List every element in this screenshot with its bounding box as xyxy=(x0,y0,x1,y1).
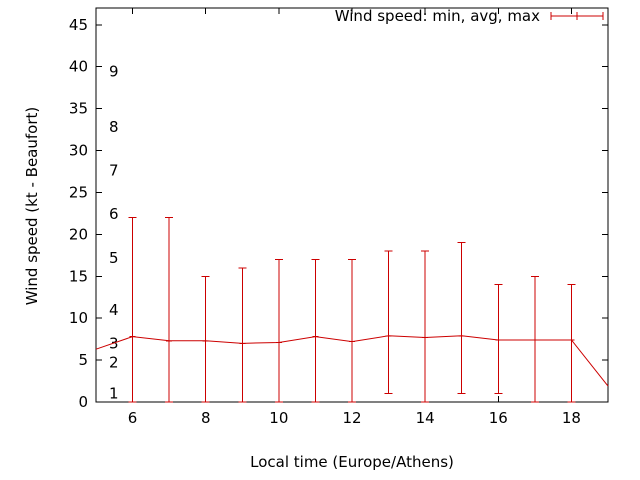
y-tick-label: 35 xyxy=(69,100,88,118)
y-tick-label: 30 xyxy=(69,142,88,160)
x-tick-label: 10 xyxy=(269,409,288,427)
y-tick-label: 0 xyxy=(78,393,88,411)
y-tick-label: 45 xyxy=(69,16,88,34)
y-tick-label: 40 xyxy=(69,58,88,76)
x-tick-label: 6 xyxy=(128,409,138,427)
x-tick-label: 12 xyxy=(342,409,361,427)
x-axis-title: Local time (Europe/Athens) xyxy=(250,453,454,471)
beaufort-label: 9 xyxy=(109,63,119,81)
beaufort-label: 8 xyxy=(109,118,119,136)
x-tick-label: 18 xyxy=(562,409,581,427)
y-tick-label: 15 xyxy=(69,267,88,285)
beaufort-label: 1 xyxy=(109,385,119,403)
x-tick-label: 16 xyxy=(489,409,508,427)
y-axis-title: Wind speed (kt - Beaufort) xyxy=(23,106,41,306)
legend-sample-line xyxy=(550,12,604,20)
beaufort-label: 2 xyxy=(109,354,119,372)
beaufort-label: 4 xyxy=(109,301,119,319)
beaufort-label: 7 xyxy=(109,162,119,180)
y-tick-label: 20 xyxy=(69,225,88,243)
x-tick-label: 8 xyxy=(201,409,211,427)
x-tick-label: 14 xyxy=(416,409,435,427)
legend-label: Wind speed: min, avg, max xyxy=(334,7,540,25)
y-tick-label: 25 xyxy=(69,183,88,201)
y-tick-label: 10 xyxy=(69,309,88,327)
y-tick-label: 5 xyxy=(78,351,88,369)
beaufort-label: 6 xyxy=(109,205,119,223)
beaufort-label: 5 xyxy=(109,249,119,267)
legend: Wind speed: min, avg, max xyxy=(0,7,604,25)
